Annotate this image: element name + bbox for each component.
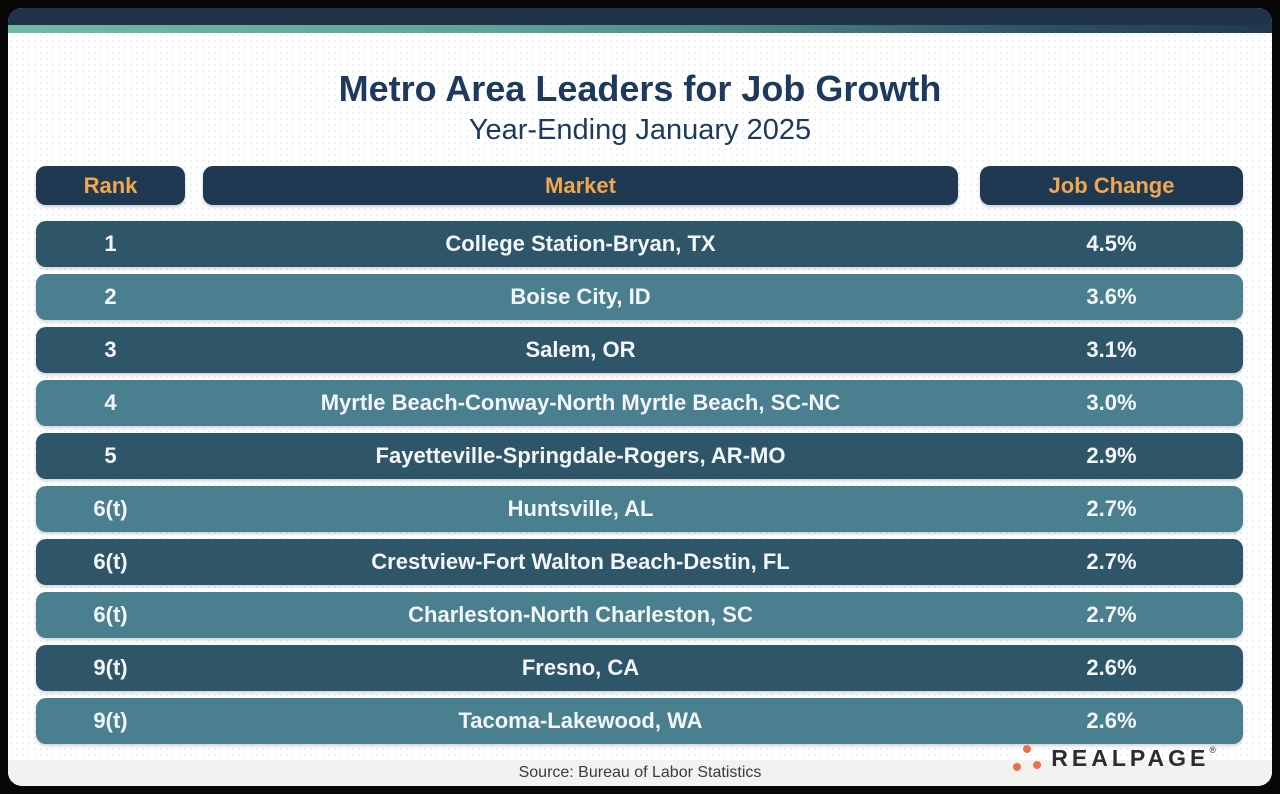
realpage-wordmark: REALPAGE®	[1051, 744, 1216, 771]
market-cell: Salem, OR	[525, 337, 636, 362]
table-row: 6(t) Huntsville, AL 2.7%	[36, 486, 1243, 532]
page-title: Metro Area Leaders for Job Growth	[338, 68, 942, 109]
job-change-cell: 3.0%	[1086, 390, 1137, 415]
market-cell: Tacoma-Lakewood, WA	[458, 708, 703, 733]
rank-cell: 6(t)	[93, 602, 128, 627]
job-change-cell: 4.5%	[1086, 231, 1137, 256]
top-navy-bar	[8, 8, 1272, 25]
market-cell: Fayetteville-Springdale-Rogers, AR-MO	[375, 443, 786, 468]
realpage-logo: REALPAGE®	[1011, 744, 1216, 772]
table-body: 1 College Station-Bryan, TX 4.5% 2 Boise…	[36, 221, 1244, 744]
table-row: 3 Salem, OR 3.1%	[36, 327, 1243, 373]
rank-cell: 1	[104, 231, 117, 256]
rank-cell: 6(t)	[93, 549, 128, 574]
market-cell: Fresno, CA	[521, 655, 640, 680]
page-subtitle: Year-Ending January 2025	[468, 114, 812, 146]
job-change-cell: 2.7%	[1086, 602, 1137, 627]
rank-cell: 2	[104, 284, 117, 309]
source-text: Source: Bureau of Labor Statistics	[518, 764, 762, 781]
rank-cell: 3	[104, 337, 117, 362]
job-change-cell: 2.7%	[1086, 496, 1137, 521]
table-row: 1 College Station-Bryan, TX 4.5%	[36, 221, 1243, 267]
table-row: 6(t) Charleston-North Charleston, SC 2.7…	[36, 592, 1243, 638]
job-change-cell: 2.7%	[1086, 549, 1137, 574]
job-change-cell: 3.1%	[1086, 337, 1137, 362]
column-header-market: Market	[203, 166, 958, 205]
market-cell: Huntsville, AL	[507, 496, 654, 521]
column-header-rank: Rank	[36, 166, 185, 205]
table-header-row: Rank Market Job Change	[36, 166, 1244, 205]
job-change-cell: 2.6%	[1086, 708, 1137, 733]
rank-cell: 9(t)	[93, 708, 128, 733]
table-row: 9(t) Fresno, CA 2.6%	[36, 645, 1243, 691]
job-change-cell: 2.9%	[1086, 443, 1137, 468]
rank-cell: 5	[104, 443, 117, 468]
market-cell: Charleston-North Charleston, SC	[408, 602, 753, 627]
column-header-job-change: Job Change	[980, 166, 1243, 205]
rank-cell: 4	[104, 390, 117, 415]
market-cell: Myrtle Beach-Conway-North Myrtle Beach, …	[320, 390, 841, 415]
table-row: 5 Fayetteville-Springdale-Rogers, AR-MO …	[36, 433, 1243, 479]
rank-cell: 9(t)	[93, 655, 128, 680]
market-cell: Crestview-Fort Walton Beach-Destin, FL	[371, 549, 790, 574]
teal-accent-bar	[8, 25, 1272, 33]
source-footer: Source: Bureau of Labor Statistics	[8, 760, 1272, 786]
market-cell: College Station-Bryan, TX	[445, 231, 716, 256]
infographic-card: Metro Area Leaders for Job Growth Year-E…	[8, 8, 1272, 786]
table-row: 9(t) Tacoma-Lakewood, WA 2.6%	[36, 698, 1243, 744]
table-row: 2 Boise City, ID 3.6%	[36, 274, 1243, 320]
table-row: 4 Myrtle Beach-Conway-North Myrtle Beach…	[36, 380, 1243, 426]
market-cell: Boise City, ID	[510, 284, 651, 309]
job-change-cell: 3.6%	[1086, 284, 1137, 309]
job-change-cell: 2.6%	[1086, 655, 1137, 680]
table-row: 6(t) Crestview-Fort Walton Beach-Destin,…	[36, 539, 1243, 585]
realpage-dots-icon	[1011, 744, 1043, 772]
rank-cell: 6(t)	[93, 496, 128, 521]
